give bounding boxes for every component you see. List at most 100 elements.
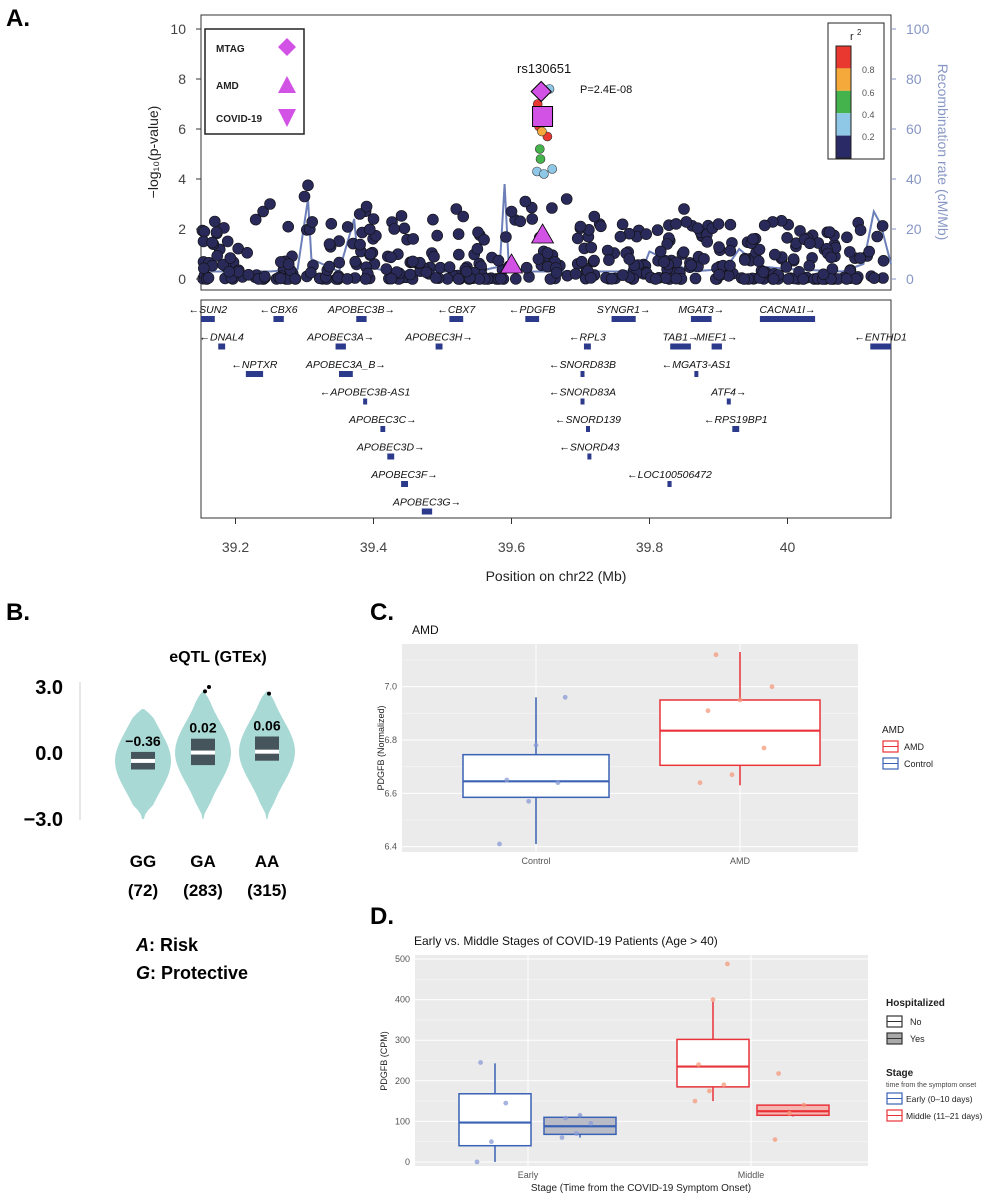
snp-point [385, 272, 398, 285]
hosp-legend-title: Hospitalized [886, 998, 945, 1009]
gene-body [690, 316, 712, 322]
box-jitter-point [555, 780, 561, 786]
snp-point [616, 269, 629, 281]
amd-legend-label-amd: AMD [904, 742, 925, 752]
snp-point [420, 266, 433, 279]
violin-value-label: −0.36 [125, 733, 161, 749]
y-tick-label: 6 [178, 121, 186, 137]
gene-label: APOBEC3C→ [348, 414, 417, 426]
r2-color-scale [835, 45, 852, 159]
gene-label: APOBEC3B→ [327, 304, 395, 316]
gene-body [759, 316, 816, 322]
gene-body [335, 343, 346, 350]
box-jitter-point [588, 1121, 594, 1126]
gene-label: ←DNAL4 [200, 332, 245, 344]
gene-body [732, 426, 740, 432]
snp-point [519, 195, 532, 208]
lead-square-marker [532, 106, 554, 127]
snp-point [876, 220, 889, 232]
r2-swatch-frame [835, 45, 852, 159]
snp-point [202, 272, 215, 284]
snp-point [605, 272, 618, 285]
violin-outlier [207, 685, 211, 689]
gene-label: CACNA1I→ [759, 304, 815, 316]
box-jitter-point [577, 1112, 583, 1118]
snp-point [431, 229, 444, 242]
snp-point [752, 255, 765, 268]
amd-y-tick-label: 6.4 [384, 842, 397, 852]
snp-point [782, 273, 795, 285]
snp-point [450, 203, 463, 215]
snp-point [289, 272, 302, 285]
gene-label: ←CBX7 [437, 304, 476, 316]
snp-point [430, 272, 442, 284]
y-tick-label: 0 [178, 271, 186, 287]
violin-median [131, 758, 155, 763]
snp-point [651, 224, 664, 236]
gene-label: ←RPS19BP1 [704, 414, 768, 426]
gene-body [870, 343, 891, 350]
amd-y-tick-label: 6.8 [384, 735, 397, 745]
snp-point [471, 243, 484, 255]
snp-point [472, 226, 484, 239]
eqtl-ytick-bottom: −3.0 [24, 809, 63, 831]
r2-legend-title-sup: 2 [857, 28, 862, 37]
x-axis-ticks: 39.2 39.4 39.6 39.8 40 [222, 518, 795, 555]
gene-label: APOBEC3A→ [306, 332, 374, 344]
box-jitter-point [705, 708, 711, 714]
legend-label-covid: COVID-19 [216, 114, 263, 125]
gene-label: SYNGR1→ [597, 304, 651, 316]
snp-point [863, 245, 876, 258]
snp-point [249, 213, 262, 226]
snp-point [242, 268, 255, 281]
box-jitter-point [801, 1102, 807, 1108]
gene-label: ←SNORD83B [549, 359, 616, 371]
box-jitter-point [769, 684, 775, 690]
r2-swatch [836, 68, 851, 91]
lead-snp-pvalue: P=2.4E-08 [580, 84, 632, 96]
snp-point [298, 190, 311, 203]
r2-legend: r 2 0.8 0.6 0.4 0.2 [827, 22, 885, 160]
amd-x-tick-label: AMD [730, 856, 751, 866]
snp-point [385, 251, 397, 264]
gene-body [339, 371, 353, 377]
snp-point [780, 261, 793, 273]
snp-point [722, 270, 735, 282]
snp-point [658, 256, 670, 268]
snp-point [224, 252, 237, 264]
snp-point [500, 231, 512, 243]
r2-label-0: 0.8 [862, 65, 875, 75]
gene-label: ←MGAT3-AS1 [662, 359, 731, 371]
lead-diamond-marker [530, 80, 552, 103]
eqtl-categories: GG (72) GA (283) AA (315) [128, 852, 287, 900]
r2-swatch [836, 90, 851, 114]
y-tick-label: 10 [170, 21, 186, 37]
gene-body [380, 426, 386, 432]
snp-point [223, 265, 235, 278]
box-jitter-point [574, 1131, 579, 1136]
snp-point [713, 268, 725, 281]
snp-point [738, 254, 751, 266]
snp-point [640, 228, 653, 240]
panel-label-d: D. [370, 903, 394, 930]
snp-point [492, 254, 505, 267]
covid-gridlines [415, 955, 868, 1166]
panel-label-c: C. [370, 599, 394, 626]
gene-body [726, 398, 731, 405]
gene-body [435, 343, 443, 350]
snp-point [724, 218, 737, 231]
amd-x-ticks: Control AMD [521, 856, 750, 866]
panel-label-b: B. [6, 599, 30, 626]
eqtl-ytick-top: 3.0 [35, 677, 63, 699]
gene-body [387, 453, 395, 460]
gene-track: ←SUN2 ←CBX6 APOBEC3B→ ←CBX7 ←PDGFB SYNGR1→ MGA… [189, 304, 907, 515]
snp-point [452, 273, 465, 285]
snp-point [211, 250, 223, 262]
r2-swatch [836, 135, 851, 158]
snp-point [210, 226, 223, 238]
gene-label: ←SNORD83A [549, 387, 616, 399]
gene-body [711, 343, 722, 350]
snp-point [325, 218, 338, 230]
x-axis-label: Position on chr22 (Mb) [486, 568, 627, 584]
snp-point [877, 254, 890, 267]
